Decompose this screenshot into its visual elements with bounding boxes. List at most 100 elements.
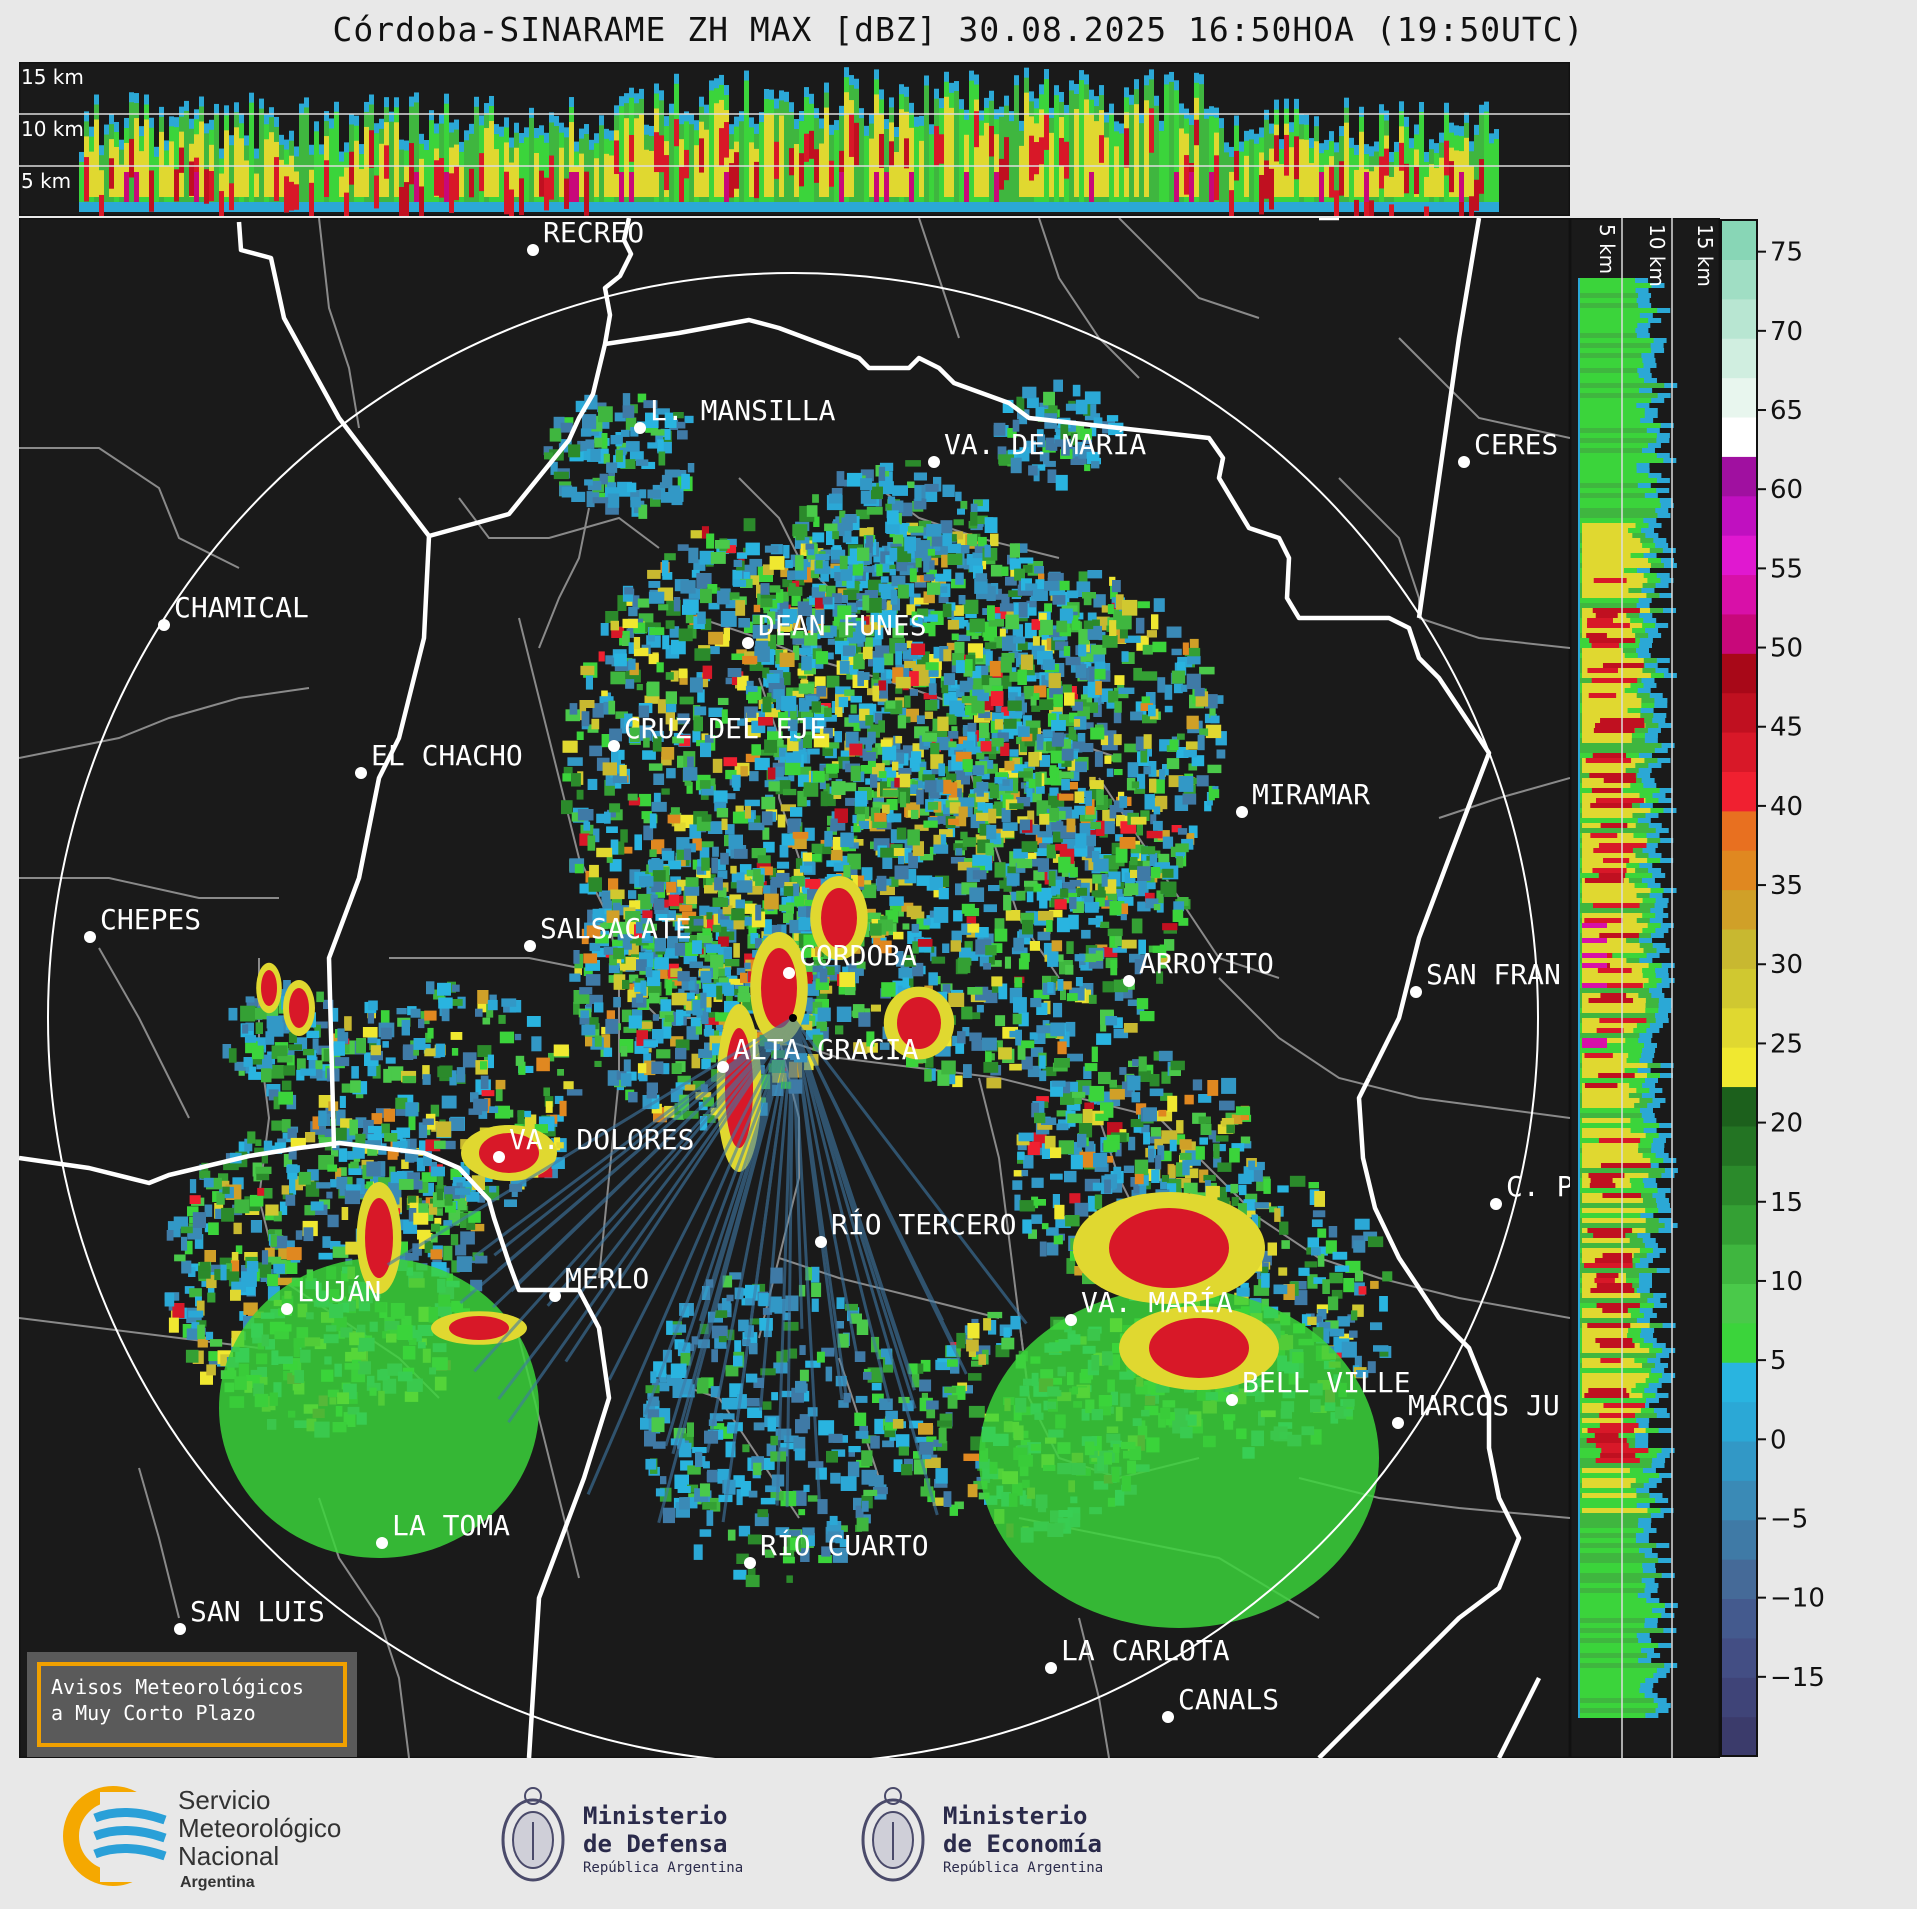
radar-echo-cell bbox=[1110, 585, 1118, 600]
radar-echo-cell bbox=[958, 806, 968, 818]
radar-echo-cell bbox=[1092, 874, 1108, 884]
radar-echo-cell bbox=[418, 1179, 429, 1193]
radar-echo-cell bbox=[708, 631, 724, 645]
radar-echo-cell bbox=[606, 826, 618, 833]
radar-echo-cell bbox=[670, 670, 679, 682]
radar-echo-cell bbox=[790, 630, 804, 639]
radar-echo-cell bbox=[443, 1245, 453, 1261]
top-echo-column bbox=[529, 117, 534, 202]
radar-echo-cell bbox=[767, 726, 776, 733]
radar-echo-cell bbox=[172, 1303, 185, 1319]
radar-echo-cell bbox=[826, 860, 842, 867]
radar-echo-cell bbox=[969, 887, 985, 902]
radar-echo-cell bbox=[1124, 635, 1141, 643]
radar-echo-cell bbox=[1072, 701, 1083, 711]
radar-echo-cell bbox=[1102, 947, 1118, 958]
radar-echo-cell bbox=[761, 796, 776, 810]
top-echo-column bbox=[679, 166, 684, 202]
radar-echo-cell bbox=[1144, 794, 1155, 810]
radar-echo-cell bbox=[1018, 1012, 1029, 1027]
top-echo-column bbox=[809, 130, 814, 159]
radar-echo-cell bbox=[957, 1031, 966, 1045]
radar-echo-cell bbox=[1084, 1063, 1098, 1072]
radar-echo-cell bbox=[1066, 882, 1076, 894]
radar-echo-cell bbox=[859, 715, 871, 729]
radar-echo-cell bbox=[1203, 1174, 1216, 1182]
top-echo-column bbox=[889, 141, 894, 167]
top-echo-column bbox=[1489, 143, 1494, 202]
radar-echo-cell bbox=[780, 591, 789, 602]
radar-echo-cell bbox=[345, 1241, 360, 1255]
radar-echo-cell bbox=[652, 1014, 659, 1021]
radar-echo-cell bbox=[822, 745, 834, 756]
radar-echo-cell bbox=[803, 717, 816, 730]
radar-echo-cell bbox=[664, 1015, 674, 1022]
top-echo-column bbox=[149, 170, 154, 212]
radar-echo-cell bbox=[244, 1252, 258, 1261]
radar-echo-cell bbox=[1106, 699, 1117, 709]
radar-echo-cell bbox=[410, 1008, 421, 1018]
radar-echo-cell bbox=[1048, 673, 1061, 689]
radar-echo-cell bbox=[656, 1049, 671, 1059]
radar-echo-cell bbox=[1221, 1118, 1234, 1127]
top-echo-column bbox=[79, 161, 84, 202]
radar-echo-cell bbox=[955, 883, 967, 896]
radar-echo-cell bbox=[847, 853, 861, 870]
radar-echo-cell bbox=[1044, 580, 1060, 591]
radar-echo-cell bbox=[402, 1044, 414, 1060]
radar-echo-cell bbox=[1130, 711, 1144, 721]
radar-echo-cell bbox=[723, 757, 738, 767]
radar-echo-cell bbox=[870, 611, 884, 623]
radar-echo-cell bbox=[1136, 998, 1149, 1010]
radar-echo-cell bbox=[835, 575, 848, 588]
radar-echo-cell bbox=[1075, 833, 1087, 849]
radar-echo-cell bbox=[729, 978, 744, 985]
radar-echo-cell bbox=[587, 994, 603, 1004]
radar-echo-cell bbox=[692, 838, 702, 851]
radar-echo-cell bbox=[371, 1113, 383, 1125]
radar-echo-cell bbox=[783, 913, 794, 923]
radar-echo-cell bbox=[504, 1199, 517, 1207]
radar-echo-cell bbox=[579, 833, 590, 846]
radar-echoes bbox=[164, 379, 1393, 1628]
top-echo-column bbox=[429, 120, 434, 202]
top-echo-column bbox=[764, 113, 769, 197]
top-echo-column bbox=[744, 80, 749, 202]
radar-echo-cell bbox=[279, 1201, 288, 1215]
top-echo-column bbox=[1254, 143, 1259, 202]
radar-echo-cell bbox=[1085, 845, 1095, 859]
radar-echo-cell bbox=[1078, 628, 1090, 645]
radar-echo-cell bbox=[322, 1236, 331, 1248]
radar-echo-cell bbox=[718, 936, 729, 947]
radar-echo-cell bbox=[1005, 614, 1020, 630]
radar-echo-cell bbox=[850, 765, 861, 782]
radar-echo-cell bbox=[1112, 580, 1121, 593]
radar-echo-cell bbox=[708, 602, 720, 610]
radar-echo-cell bbox=[1010, 791, 1020, 805]
top-echo-column bbox=[1244, 155, 1249, 197]
radar-echo-cell bbox=[1013, 1170, 1023, 1177]
radar-echo-cell bbox=[701, 1058, 711, 1070]
radar-echo-cell bbox=[960, 831, 968, 840]
radar-echo-cell bbox=[955, 1043, 965, 1054]
top-echo-column bbox=[1364, 172, 1369, 202]
radar-echo-cell bbox=[994, 928, 1008, 942]
radar-echo-cell bbox=[636, 684, 643, 691]
radar-echo-cell bbox=[938, 594, 949, 603]
radar-echo-cell bbox=[1153, 904, 1161, 911]
radar-echo-cell bbox=[983, 1061, 999, 1073]
top-echo-column bbox=[504, 171, 509, 215]
radar-echo-cell bbox=[961, 1006, 973, 1020]
radar-echo-cell bbox=[911, 923, 919, 933]
radar-echo-cell bbox=[401, 1019, 410, 1036]
radar-echo-cell bbox=[654, 937, 666, 952]
radar-echo-cell bbox=[951, 930, 962, 943]
radar-echo-cell bbox=[1074, 1202, 1089, 1217]
radar-echo-cell bbox=[1128, 1136, 1136, 1151]
top-echo-column bbox=[1439, 157, 1444, 197]
radar-echo-cell bbox=[962, 725, 970, 737]
radar-echo-cell bbox=[743, 916, 759, 926]
radar-echo-cell bbox=[1208, 1130, 1217, 1140]
radar-echo-cell bbox=[674, 943, 687, 956]
